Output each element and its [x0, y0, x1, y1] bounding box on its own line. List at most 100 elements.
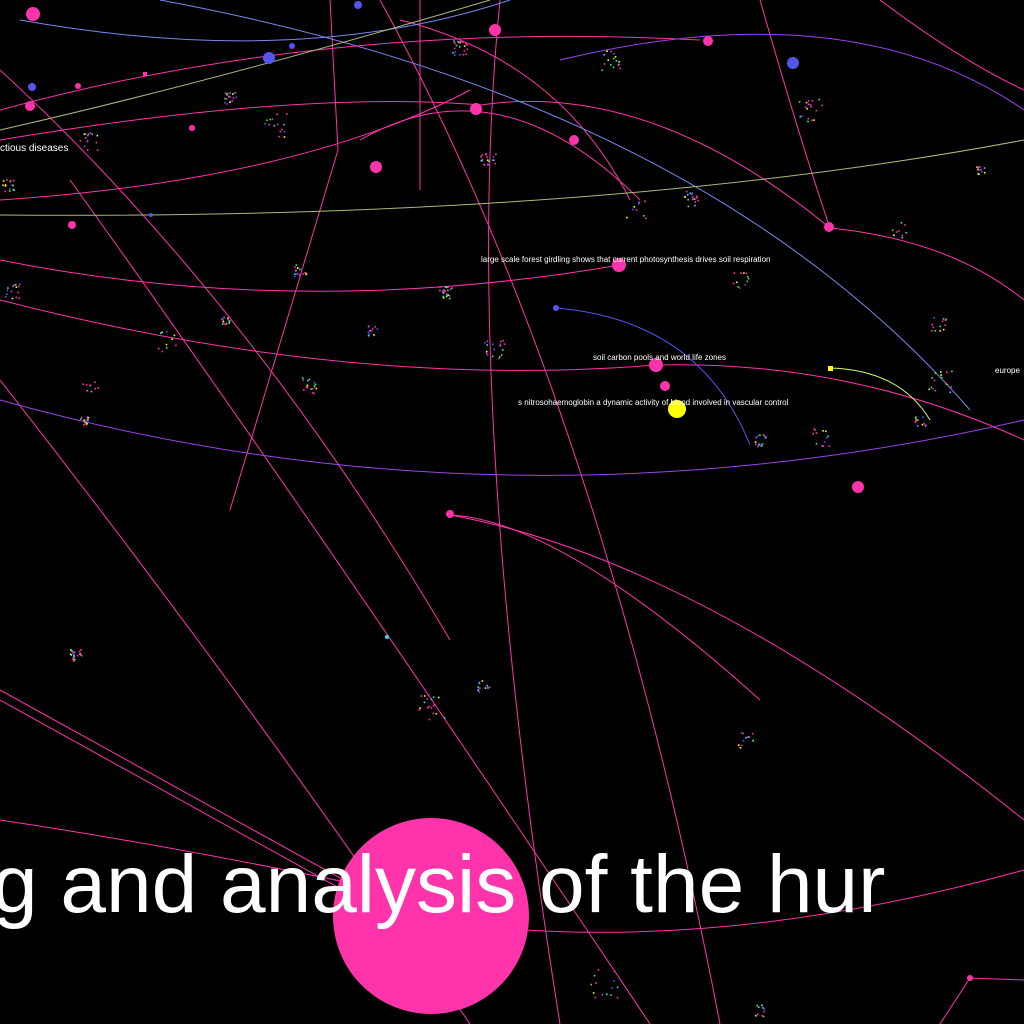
cluster-dot	[459, 46, 461, 48]
cluster-dot	[686, 193, 689, 196]
cluster-dot	[813, 119, 815, 121]
cluster-dot	[610, 994, 612, 996]
node[interactable]	[446, 510, 454, 518]
node[interactable]	[787, 57, 799, 69]
cluster-dot	[313, 386, 316, 388]
cluster-dot	[84, 421, 86, 424]
edge	[555, 307, 751, 446]
node[interactable]	[143, 72, 147, 76]
cluster-dot	[73, 651, 76, 654]
node[interactable]	[385, 635, 389, 639]
node[interactable]	[852, 481, 864, 493]
cluster-dot	[821, 104, 823, 107]
cluster-dot	[822, 430, 824, 432]
cluster-dot	[432, 712, 435, 715]
node[interactable]	[470, 103, 482, 115]
cluster-dot	[454, 51, 457, 53]
cluster-dot	[4, 185, 7, 187]
node-layer[interactable]	[25, 1, 973, 981]
cluster-dot	[442, 295, 445, 298]
cluster-dot	[613, 970, 616, 972]
cluster-dot	[171, 338, 173, 340]
node[interactable]	[967, 975, 973, 981]
cluster-dot	[296, 272, 299, 275]
cluster-dot	[484, 687, 487, 689]
node[interactable]	[828, 366, 833, 371]
cluster-dot	[601, 994, 604, 996]
node[interactable]	[75, 83, 81, 89]
cluster-dot	[822, 445, 825, 447]
cluster-dot	[308, 378, 311, 381]
cluster-dot	[762, 1015, 765, 1018]
node[interactable]	[370, 161, 382, 173]
large-node[interactable]	[333, 818, 529, 1014]
edge	[829, 367, 931, 421]
cluster-dot	[590, 983, 593, 986]
cluster-dot	[733, 272, 736, 274]
cluster-dot	[755, 443, 757, 446]
node[interactable]	[649, 358, 663, 372]
node[interactable]	[553, 305, 559, 311]
node[interactable]	[68, 221, 76, 229]
cluster-dot	[916, 419, 918, 422]
cluster-dot	[70, 654, 72, 656]
node[interactable]	[612, 258, 626, 272]
cluster-dot	[748, 736, 751, 738]
node[interactable]	[25, 101, 35, 111]
node[interactable]	[703, 36, 713, 46]
cluster-dot	[229, 96, 231, 98]
cluster-dot	[73, 654, 75, 656]
cluster-dot	[456, 40, 459, 43]
node[interactable]	[289, 43, 295, 49]
cluster-dot	[443, 290, 445, 293]
cluster-dot	[79, 654, 82, 656]
label-nitrosohaemoglobin: s nitrosohaemoglobin a dynamic activity …	[518, 398, 789, 407]
node[interactable]	[569, 135, 579, 145]
cluster-dot	[801, 115, 803, 117]
node[interactable]	[824, 222, 834, 232]
cluster-dot	[161, 331, 163, 334]
cluster-dot	[449, 288, 452, 291]
cluster-dot	[83, 424, 85, 426]
edge	[0, 299, 656, 371]
cluster-dot	[762, 434, 765, 436]
node[interactable]	[354, 1, 362, 9]
node[interactable]	[668, 400, 686, 418]
cluster-dot	[79, 140, 82, 142]
cluster-dot	[7, 287, 9, 289]
cluster-dot	[465, 42, 467, 45]
cluster-dot	[815, 432, 818, 434]
label-layer: ctious diseases large scale forest girdl…	[0, 143, 1020, 407]
cluster-dot	[78, 653, 81, 655]
cluster-dot	[486, 685, 489, 687]
node[interactable]	[26, 7, 40, 21]
cluster-dot	[294, 275, 296, 278]
cluster-dot	[165, 343, 168, 346]
cluster-dot	[610, 64, 612, 66]
node[interactable]	[660, 381, 670, 391]
cluster-dot	[481, 680, 484, 682]
node[interactable]	[28, 83, 36, 91]
cluster-dot	[978, 173, 980, 176]
cluster-dot	[423, 701, 426, 704]
cluster-dot	[85, 137, 87, 139]
cluster-dot	[15, 296, 18, 299]
cluster-dot	[798, 101, 801, 103]
node[interactable]	[149, 213, 153, 217]
edge	[0, 35, 701, 111]
cluster-dot	[225, 98, 228, 100]
cluster-dot	[644, 200, 646, 202]
node[interactable]	[489, 24, 501, 36]
cluster-dot	[297, 266, 299, 269]
cluster-dot	[302, 273, 304, 275]
cluster-dot	[18, 297, 21, 300]
node[interactable]	[189, 125, 195, 131]
cluster-dot	[286, 113, 288, 115]
cluster-dot	[462, 41, 464, 43]
node[interactable]	[263, 52, 275, 64]
cluster-dot	[977, 167, 979, 169]
cluster-dot	[445, 295, 448, 298]
cluster-dot	[457, 41, 460, 43]
cluster-dot	[949, 391, 952, 394]
cluster-dot	[165, 347, 168, 349]
